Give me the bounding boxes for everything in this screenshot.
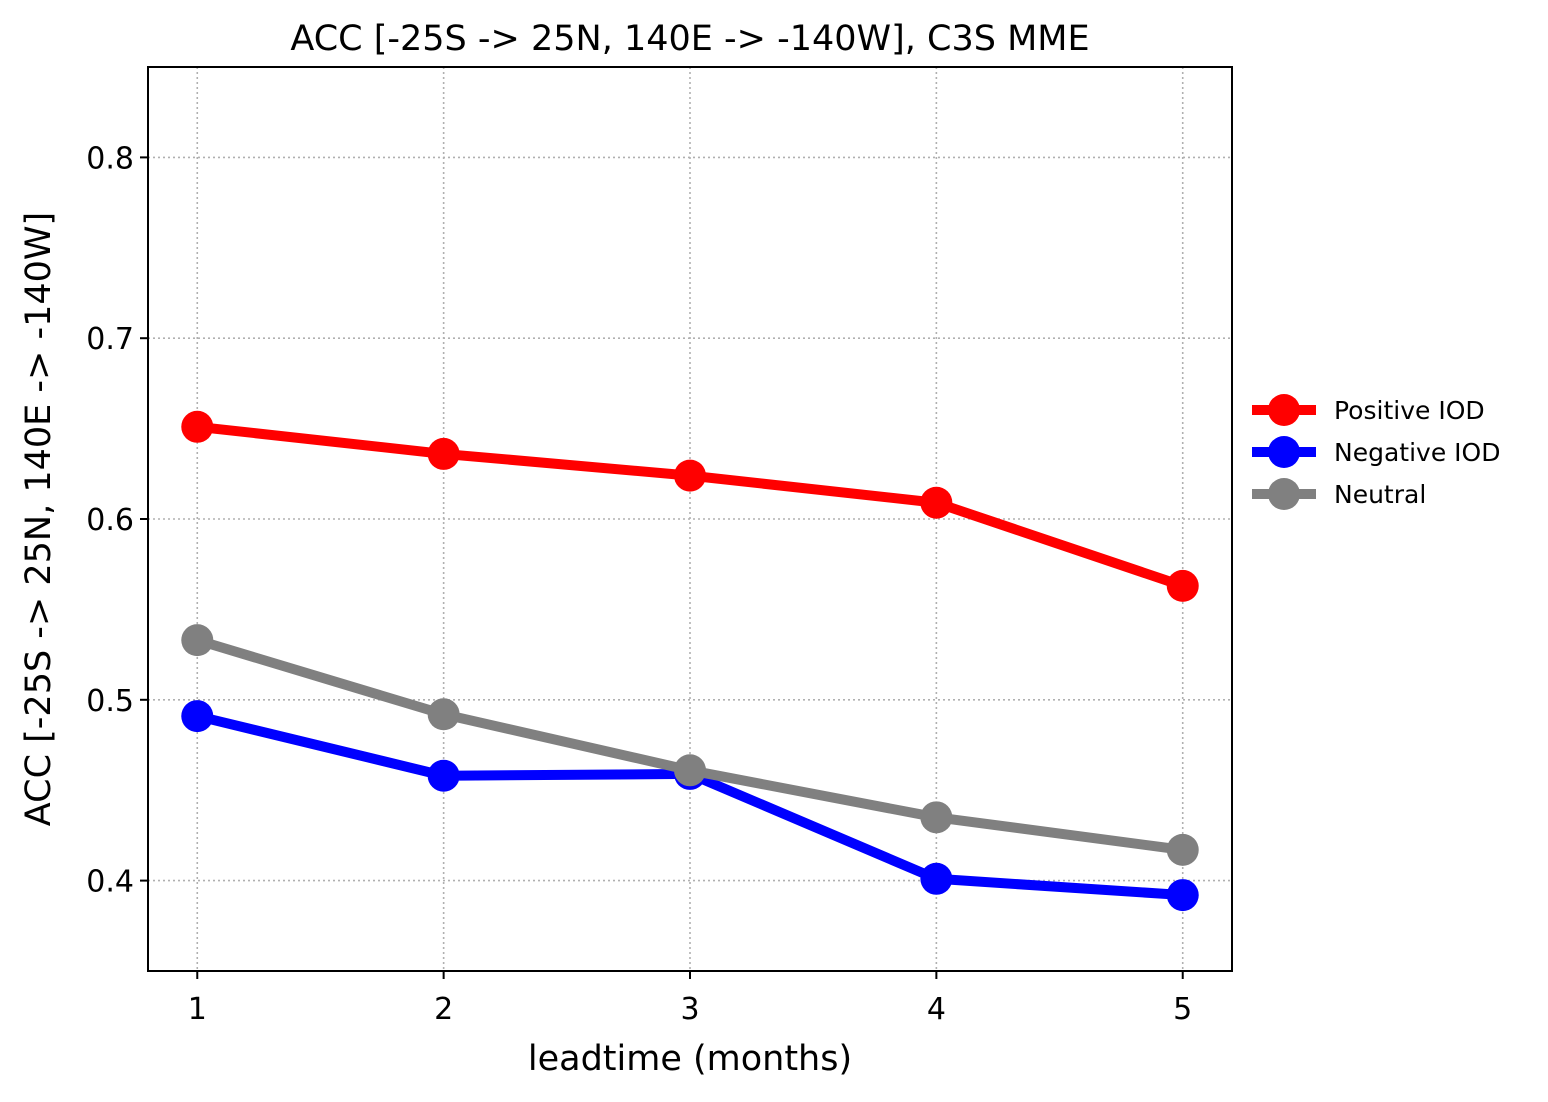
chart-title: ACC [-25S -> 25N, 140E -> -140W], C3S MM… [290,19,1089,59]
data-point-neutral [181,624,214,657]
x-tick-label: 1 [188,992,207,1027]
series-layer [181,410,1199,912]
data-point-negative-iod [920,862,953,895]
y-tick-label: 0.8 [86,141,134,176]
legend-swatch-marker [1268,478,1300,510]
data-point-neutral [920,801,953,834]
y-axis-ticks: 0.4 0.5 0.6 0.7 0.8 [86,141,148,900]
legend-item-neutral: Neutral [1252,478,1426,510]
data-point-neutral [674,754,706,787]
data-point-negative-iod [427,759,460,792]
data-point-positive-iod [181,410,214,443]
y-tick-label: 0.5 [86,684,134,719]
series-positive-iod [181,410,1199,602]
data-point-neutral [427,698,460,731]
legend-label: Negative IOD [1334,438,1500,467]
x-tick-label: 5 [1173,992,1192,1027]
x-tick-label: 4 [927,992,946,1027]
legend-item-positive-iod: Positive IOD [1252,394,1485,426]
data-point-positive-iod [674,459,706,492]
y-tick-label: 0.7 [86,322,134,357]
legend-item-negative-iod: Negative IOD [1252,436,1500,468]
data-point-positive-iod [427,437,460,470]
data-point-negative-iod [1166,879,1199,912]
legend-label: Positive IOD [1334,396,1485,425]
data-point-positive-iod [1166,569,1199,602]
legend: Positive IOD Negative IOD Neutral [1252,394,1500,510]
y-tick-label: 0.4 [86,865,134,900]
data-point-neutral [1166,833,1199,866]
legend-swatch-marker [1268,394,1300,426]
x-tick-label: 2 [434,992,453,1027]
y-axis-label: ACC [-25S -> 25N, 140E -> -140W] [19,212,59,826]
y-tick-label: 0.6 [86,503,134,538]
x-tick-label: 3 [680,992,699,1027]
legend-label: Neutral [1334,480,1426,509]
data-point-negative-iod [181,700,214,733]
grid [148,67,1232,971]
legend-swatch-marker [1268,436,1300,468]
series-neutral [181,624,1199,866]
data-point-positive-iod [920,486,953,519]
x-axis-ticks: 1 2 3 4 5 [188,971,1192,1027]
series-negative-iod [181,700,1199,912]
x-axis-label: leadtime (months) [528,1039,852,1079]
